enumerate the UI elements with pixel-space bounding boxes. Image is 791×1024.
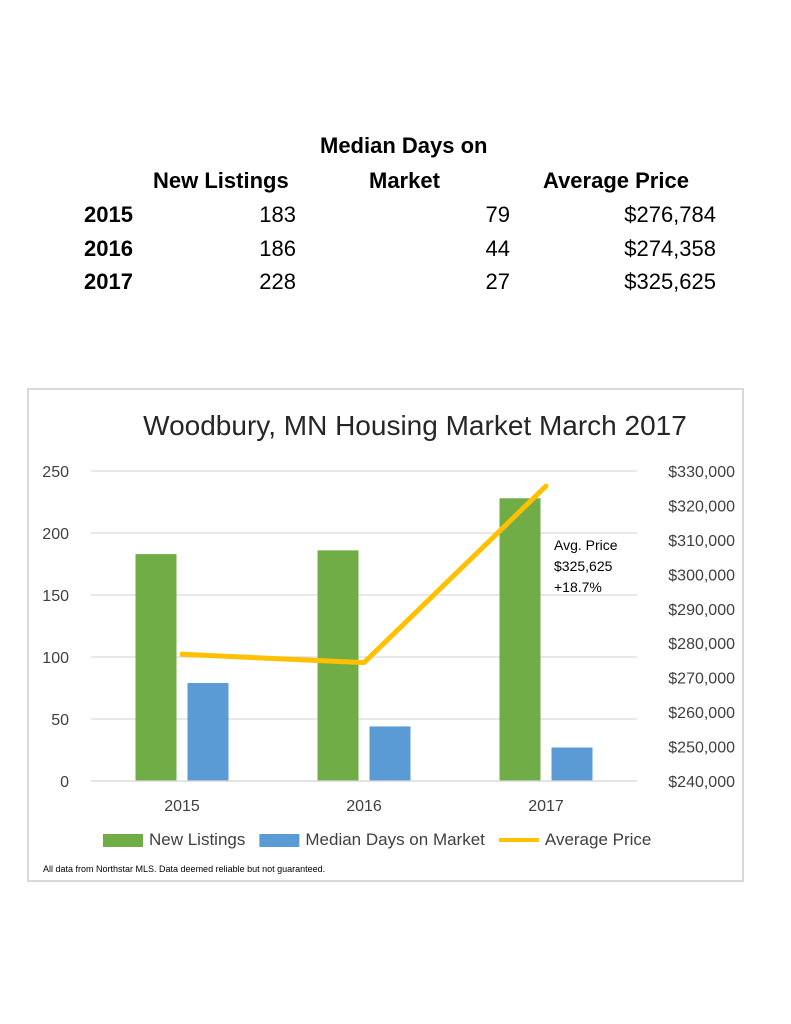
left-tick-label: 50 xyxy=(51,712,69,729)
annotation-line: Avg. Price xyxy=(554,537,618,553)
left-tick-label: 0 xyxy=(60,774,69,791)
row-average-price: $276,784 xyxy=(624,202,716,227)
right-tick-label: $320,000 xyxy=(668,498,735,515)
chart-title: Woodbury, MN Housing Market March 2017 xyxy=(143,410,687,441)
row-year: 2015 xyxy=(84,202,133,227)
right-tick-label: $310,000 xyxy=(668,533,735,550)
x-tick-label: 2016 xyxy=(346,798,382,815)
line-series xyxy=(179,483,549,666)
row-median-days: 44 xyxy=(485,236,510,261)
right-tick-label: $290,000 xyxy=(668,602,735,619)
header-median-days-line1: Median Days on xyxy=(320,133,488,158)
legend-swatch-new-listings xyxy=(103,834,143,847)
annotation-line: $325,625 xyxy=(554,558,613,574)
row-average-price: $274,358 xyxy=(624,236,716,261)
x-tick-label: 2017 xyxy=(528,798,564,815)
row-year: 2016 xyxy=(84,236,133,261)
right-tick-label: $240,000 xyxy=(668,774,735,791)
row-new-listings: 183 xyxy=(259,202,296,227)
row-average-price: $325,625 xyxy=(624,269,716,294)
header-new-listings: New Listings xyxy=(153,168,289,193)
summary-table: Median Days on New Listings Market Avera… xyxy=(0,0,791,330)
header-median-days-line2: Market xyxy=(369,168,440,193)
bar-new-listings xyxy=(135,554,177,781)
right-tick-label: $300,000 xyxy=(668,567,735,584)
row-year: 2017 xyxy=(84,269,133,294)
left-tick-label: 150 xyxy=(42,588,69,605)
combo-chart: Woodbury, MN Housing Market March 2017 0… xyxy=(42,410,735,874)
right-tick-label: $330,000 xyxy=(668,464,735,481)
price-annotation: Avg. Price $325,625 +18.7% xyxy=(554,537,618,595)
bar-median-days-on-market xyxy=(187,683,229,781)
bar-series xyxy=(135,498,593,781)
row-median-days: 27 xyxy=(485,269,510,294)
row-new-listings: 186 xyxy=(259,236,296,261)
annotation-line: +18.7% xyxy=(554,579,602,595)
right-axis: $240,000 $250,000 $260,000 $270,000 $280,000… xyxy=(668,464,735,791)
legend: New Listings Median Days on Market Average… xyxy=(103,830,651,849)
legend-label-new-listings: New Listings xyxy=(149,830,245,849)
right-tick-label: $260,000 xyxy=(668,705,735,722)
legend-label-average-price: Average Price xyxy=(545,830,651,849)
chart-frame: Woodbury, MN Housing Market March 2017 0… xyxy=(27,388,744,882)
footnote: All data from Northstar MLS. Data deemed… xyxy=(43,864,325,874)
bar-median-days-on-market xyxy=(369,726,411,781)
bar-median-days-on-market xyxy=(551,747,593,781)
left-tick-label: 100 xyxy=(42,650,69,667)
x-tick-label: 2015 xyxy=(164,798,200,815)
left-tick-label: 200 xyxy=(42,526,69,543)
right-tick-label: $270,000 xyxy=(668,671,735,688)
line-average-price xyxy=(179,483,549,666)
right-tick-label: $280,000 xyxy=(668,636,735,653)
row-median-days: 79 xyxy=(485,202,510,227)
bar-new-listings xyxy=(499,498,541,781)
bar-new-listings xyxy=(317,550,359,781)
x-axis: 2015 2016 2017 xyxy=(91,780,637,815)
left-axis: 0 50 100 150 200 250 xyxy=(42,464,69,791)
header-average-price: Average Price xyxy=(543,168,689,193)
legend-label-median-days-on-market: Median Days on Market xyxy=(305,830,485,849)
right-tick-label: $250,000 xyxy=(668,740,735,757)
left-tick-label: 250 xyxy=(42,464,69,481)
legend-swatch-median-days-on-market xyxy=(259,834,300,847)
row-new-listings: 228 xyxy=(259,269,296,294)
